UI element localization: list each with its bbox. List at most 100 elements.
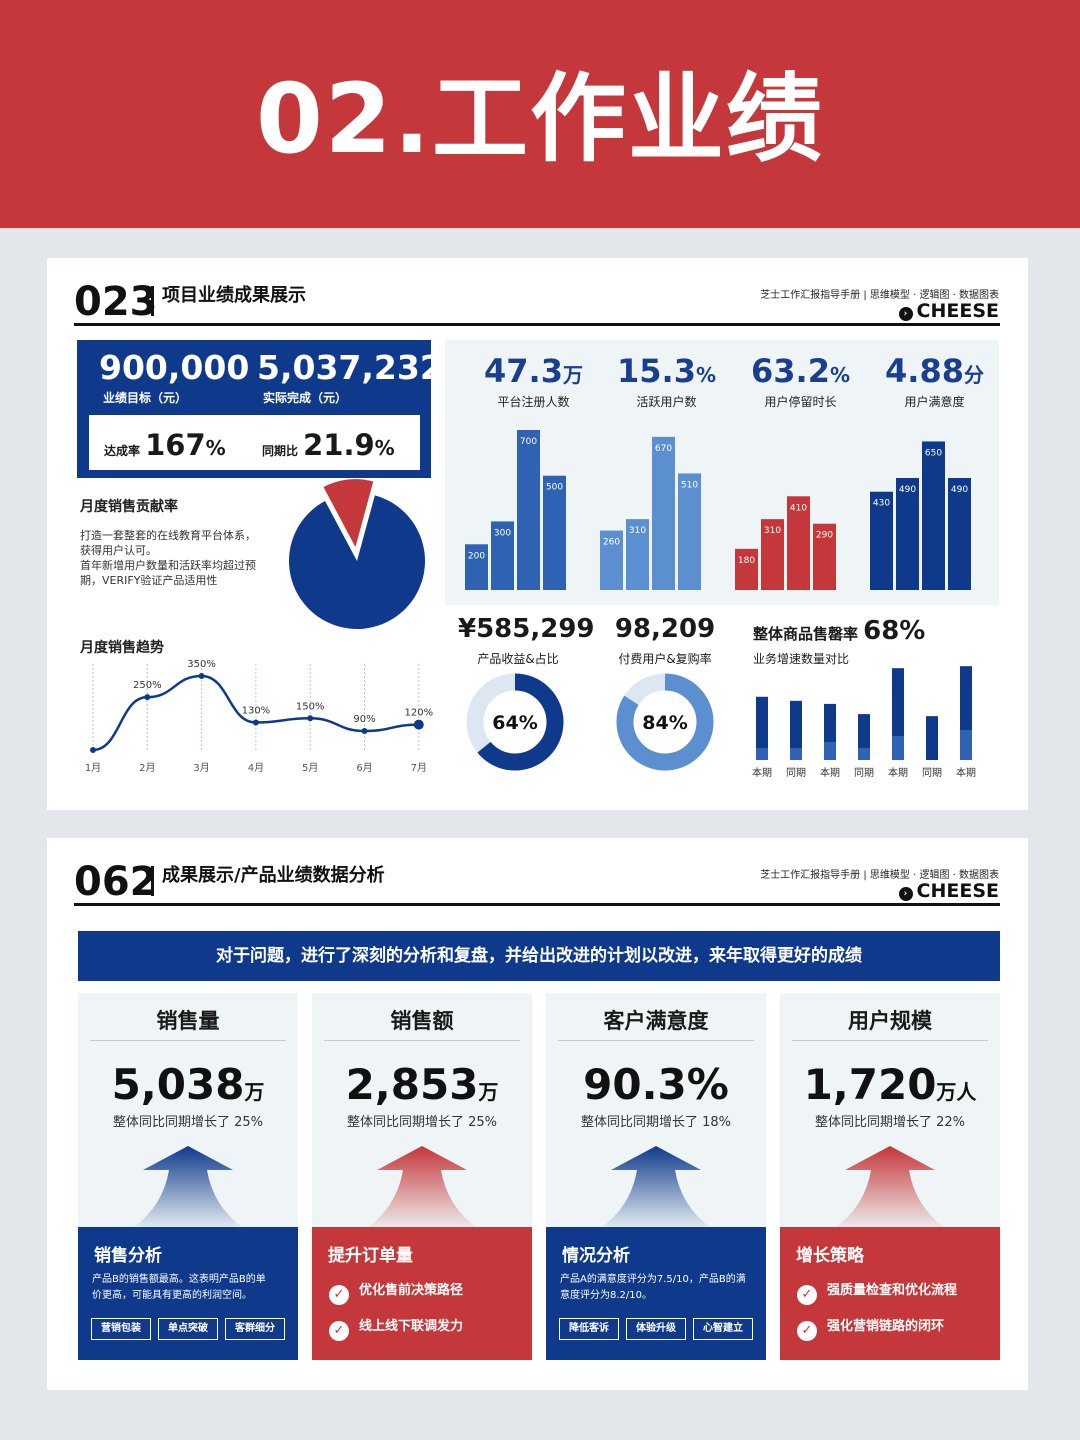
metric-unit: 万 — [244, 1080, 265, 1104]
kpi-bar — [652, 436, 675, 590]
rate-label: 达成率 — [104, 444, 141, 458]
sellthrough-label: 业务增速数量对比 — [753, 652, 850, 666]
check-label: 优化售前决策路径 — [359, 1283, 464, 1298]
brand-subtitle: 芝士工作汇报指导手册 | 思维模型 · 逻辑图 · 数据图表 — [760, 870, 999, 881]
trend-line-chart: 1月 250% 2月 350% 3月 130% 4月 150% 5月 90% 6月 120% 7月 — [85, 660, 434, 774]
brand-icon: › — [898, 887, 913, 901]
analysis-text-line: 产品B的销售额最高。这表明产品B的单 — [92, 1274, 266, 1285]
trend-point-label: 250% — [133, 680, 162, 691]
donut-label: 64% — [492, 712, 537, 734]
donut-value-arc — [466, 673, 564, 771]
trend-x-label: 4月 — [248, 762, 264, 774]
growth-arrow-icon — [367, 1146, 477, 1228]
check-icon: ✓ — [329, 1285, 349, 1305]
metric-value: 2,853万 — [312, 1060, 532, 1109]
growth-bar-label: 本期 — [956, 766, 976, 779]
yoy-unit: % — [374, 436, 395, 460]
kpi-bar-label: 200 — [468, 551, 485, 561]
growth-arrow-icon — [601, 1146, 711, 1228]
metric-growth: 整体同比同期增长了 25% — [346, 1115, 498, 1130]
kpi-bar-label: 310 — [764, 526, 781, 536]
growth-arrow-icon — [835, 1146, 945, 1228]
analysis-tag: 心智建立 — [693, 1318, 753, 1340]
growth-bar-segment — [790, 748, 802, 760]
trend-x-label: 2月 — [139, 762, 155, 774]
metric-title: 销售额 — [390, 1009, 454, 1033]
metric-title: 用户规模 — [848, 1009, 932, 1033]
check-item: ✓ 线上线下联调发力 — [329, 1315, 463, 1341]
growth-bar — [790, 700, 802, 760]
analysis-text-line: 意度评分为8.2/10。 — [560, 1290, 652, 1301]
growth-bar-segment — [756, 748, 768, 760]
growth-bar-chart: 本期 同期 本期 同期 本期 同期 本期 — [752, 666, 976, 779]
analysis-card — [78, 1227, 298, 1360]
page-header — [0, 0, 1080, 228]
kpi-unit: % — [829, 363, 850, 387]
metric-title: 销售量 — [156, 1009, 220, 1033]
growth-bar-label: 本期 — [752, 766, 772, 779]
kpi-bar-label: 510 — [681, 480, 698, 490]
kpi-label: 平台注册人数 — [497, 395, 570, 409]
kpi-unit: % — [695, 363, 716, 387]
trend-point — [144, 694, 151, 701]
metric-title: 客户满意度 — [603, 1009, 709, 1033]
trend-x-label: 7月 — [411, 762, 427, 774]
kpi-label: 活跃用户数 — [636, 395, 697, 409]
analysis-card-text: 产品A的满意度评分为7.5/10，产品B的满 意度评分为8.2/10。 — [560, 1272, 760, 1304]
growth-bar-segment — [892, 736, 904, 760]
kpi-bar — [948, 478, 971, 590]
metric-divider — [90, 1040, 286, 1041]
kpi-bar — [870, 491, 893, 590]
kpi-number: 4.88 — [885, 352, 964, 390]
analysis-text-line: 价更高，可能具有更高的利润空间。 — [92, 1290, 252, 1301]
contribution-line: 期，VERIFY验证产品适用性 — [80, 574, 218, 587]
kpi-bar-label: 290 — [816, 531, 833, 541]
brand-name: CHEESE — [916, 300, 999, 322]
trend-point — [307, 715, 314, 722]
rate: 达成率 167% — [104, 428, 226, 462]
kpi-bar-label: 310 — [629, 526, 646, 536]
kpi-bar — [543, 475, 566, 590]
contribution-title: 月度销售贡献率 — [80, 499, 178, 515]
kpi-number: 47.3 — [484, 352, 563, 390]
growth-bar-label: 同期 — [786, 767, 806, 779]
contribution-text: 打造一套整套的在线教育平台体系， 获得用户认可。 首年新增用户数量和活跃率均超过… — [80, 528, 280, 588]
kpi-number: 63.2 — [751, 352, 830, 390]
analysis-tag: 体验升级 — [626, 1318, 686, 1340]
sellthrough-title: 整体商品售罄率 — [753, 625, 859, 643]
kpi-value: 63.2% — [732, 352, 869, 390]
brand-logo: › CHEESE — [880, 300, 999, 322]
kpi-bar-label: 700 — [520, 437, 537, 447]
kpi-bar — [517, 430, 540, 590]
rate-value: 167 — [145, 428, 206, 462]
growth-bar-label: 同期 — [922, 767, 942, 779]
kpi-bar — [761, 519, 784, 590]
brand-logo: › CHEESE — [880, 880, 999, 902]
growth-bar-label: 本期 — [888, 766, 908, 779]
revenue-label: 产品收益&占比 — [477, 652, 559, 666]
rate-box — [89, 415, 420, 470]
brand-icon: › — [898, 307, 913, 321]
kpi-bar — [491, 521, 514, 590]
metric-number: 5,038 — [111, 1060, 245, 1109]
brand-subtitle: 芝士工作汇报指导手册 | 思维模型 · 逻辑图 · 数据图表 — [760, 290, 999, 301]
kpi-bar — [735, 548, 758, 590]
kpi-bar — [465, 544, 488, 590]
trend-point-label: 90% — [353, 714, 375, 725]
kpi-value: 15.3% — [598, 352, 735, 390]
analysis-card-text: 产品B的销售额最高。这表明产品B的单 价更高，可能具有更高的利润空间。 — [92, 1272, 292, 1304]
analysis-card-title: 增长策略 — [796, 1246, 864, 1266]
metric-growth: 整体同比同期增长了 18% — [580, 1115, 732, 1130]
metric-number: 90.3% — [583, 1060, 729, 1109]
trend-x-label: 5月 — [302, 762, 318, 774]
rate-unit: % — [205, 436, 226, 460]
kpi-bar — [678, 473, 701, 590]
metric-number: 2,853 — [345, 1060, 479, 1109]
donut-label: 84% — [642, 712, 687, 734]
growth-bar — [926, 716, 938, 760]
sellthrough: 整体商品售罄率 68% — [753, 616, 925, 646]
kpi-bar-charts: 200 300 700 500 260 310 670 510 180 310 410 290 430 4… — [465, 430, 971, 590]
kpi-bar-label: 180 — [738, 556, 755, 566]
trend-point — [413, 719, 424, 730]
trend-point-label: 120% — [405, 708, 434, 719]
